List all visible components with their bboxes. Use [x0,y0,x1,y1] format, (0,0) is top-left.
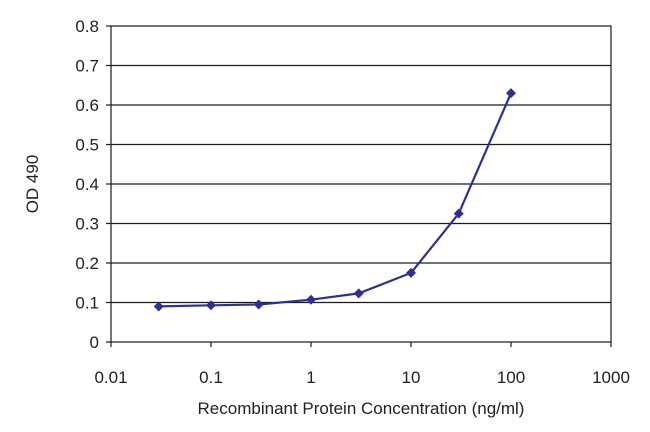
y-tick-label: 0 [90,333,99,352]
data-point-marker [153,301,164,312]
y-axis-label: OD 490 [23,155,42,214]
x-tick-label: 1 [306,368,315,387]
series-layer [153,88,516,312]
x-tick-label: 100 [497,368,525,387]
x-tick-label: 0.01 [94,368,127,387]
y-tick-label: 0.8 [75,17,99,36]
x-tick-label: 10 [402,368,421,387]
y-tick-label: 0.6 [75,96,99,115]
y-axis-ticks: 0 0.1 0.2 0.3 0.4 0.5 0.6 0.7 0.8 [75,17,111,352]
y-tick-label: 0.5 [75,136,99,155]
y-tick-label: 0.4 [75,175,99,194]
y-tick-label: 0.7 [75,57,99,76]
data-point-marker [506,88,516,99]
data-point-marker [206,300,216,311]
data-point-marker [253,299,264,310]
grid-lines [111,64,611,304]
data-point-marker [306,294,316,305]
y-tick-label: 0.1 [75,294,99,313]
data-point-marker [453,208,464,219]
x-axis-label: Recombinant Protein Concentration (ng/ml… [198,399,525,418]
data-point-marker [406,267,416,278]
x-tick-label: 1000 [592,368,630,387]
x-tick-label: 0.1 [199,368,223,387]
y-tick-label: 0.2 [75,254,99,273]
series-line [158,92,513,308]
data-point-marker [353,288,364,299]
x-axis-ticks: 0.01 0.1 1 10 100 1000 [94,342,630,387]
y-tick-label: 0.3 [75,215,99,234]
